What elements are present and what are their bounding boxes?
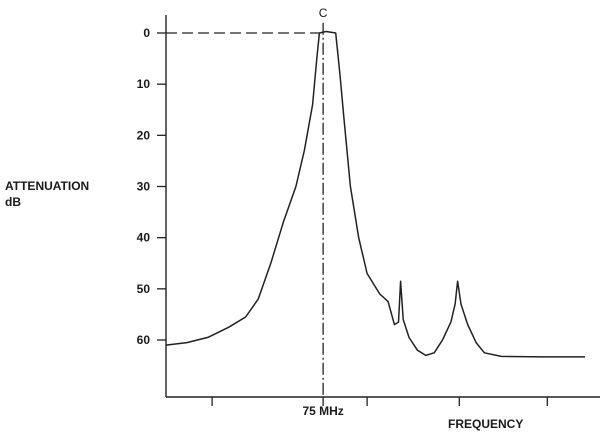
peak-label: C — [319, 6, 328, 20]
y-tick-label: 10 — [137, 77, 151, 91]
y-ticks: 0 10 20 30 40 50 60 — [137, 26, 166, 347]
center-frequency-label: 75 MHz — [302, 404, 343, 418]
y-axis-label-line1: ATTENUATION — [5, 179, 89, 193]
y-tick-label: 0 — [143, 26, 150, 40]
y-tick-label: 30 — [137, 180, 151, 194]
y-axis-label-line2: dB — [5, 195, 21, 209]
x-ticks — [211, 397, 548, 406]
x-axis-label: FREQUENCY — [448, 417, 523, 431]
y-tick-label: 40 — [137, 231, 151, 245]
attenuation-curve — [165, 30, 585, 358]
plot-area: 0 10 20 30 40 50 60 — [137, 15, 600, 406]
y-tick-label: 50 — [137, 282, 151, 296]
y-tick-label: 60 — [137, 333, 151, 347]
y-tick-label: 20 — [137, 128, 151, 142]
